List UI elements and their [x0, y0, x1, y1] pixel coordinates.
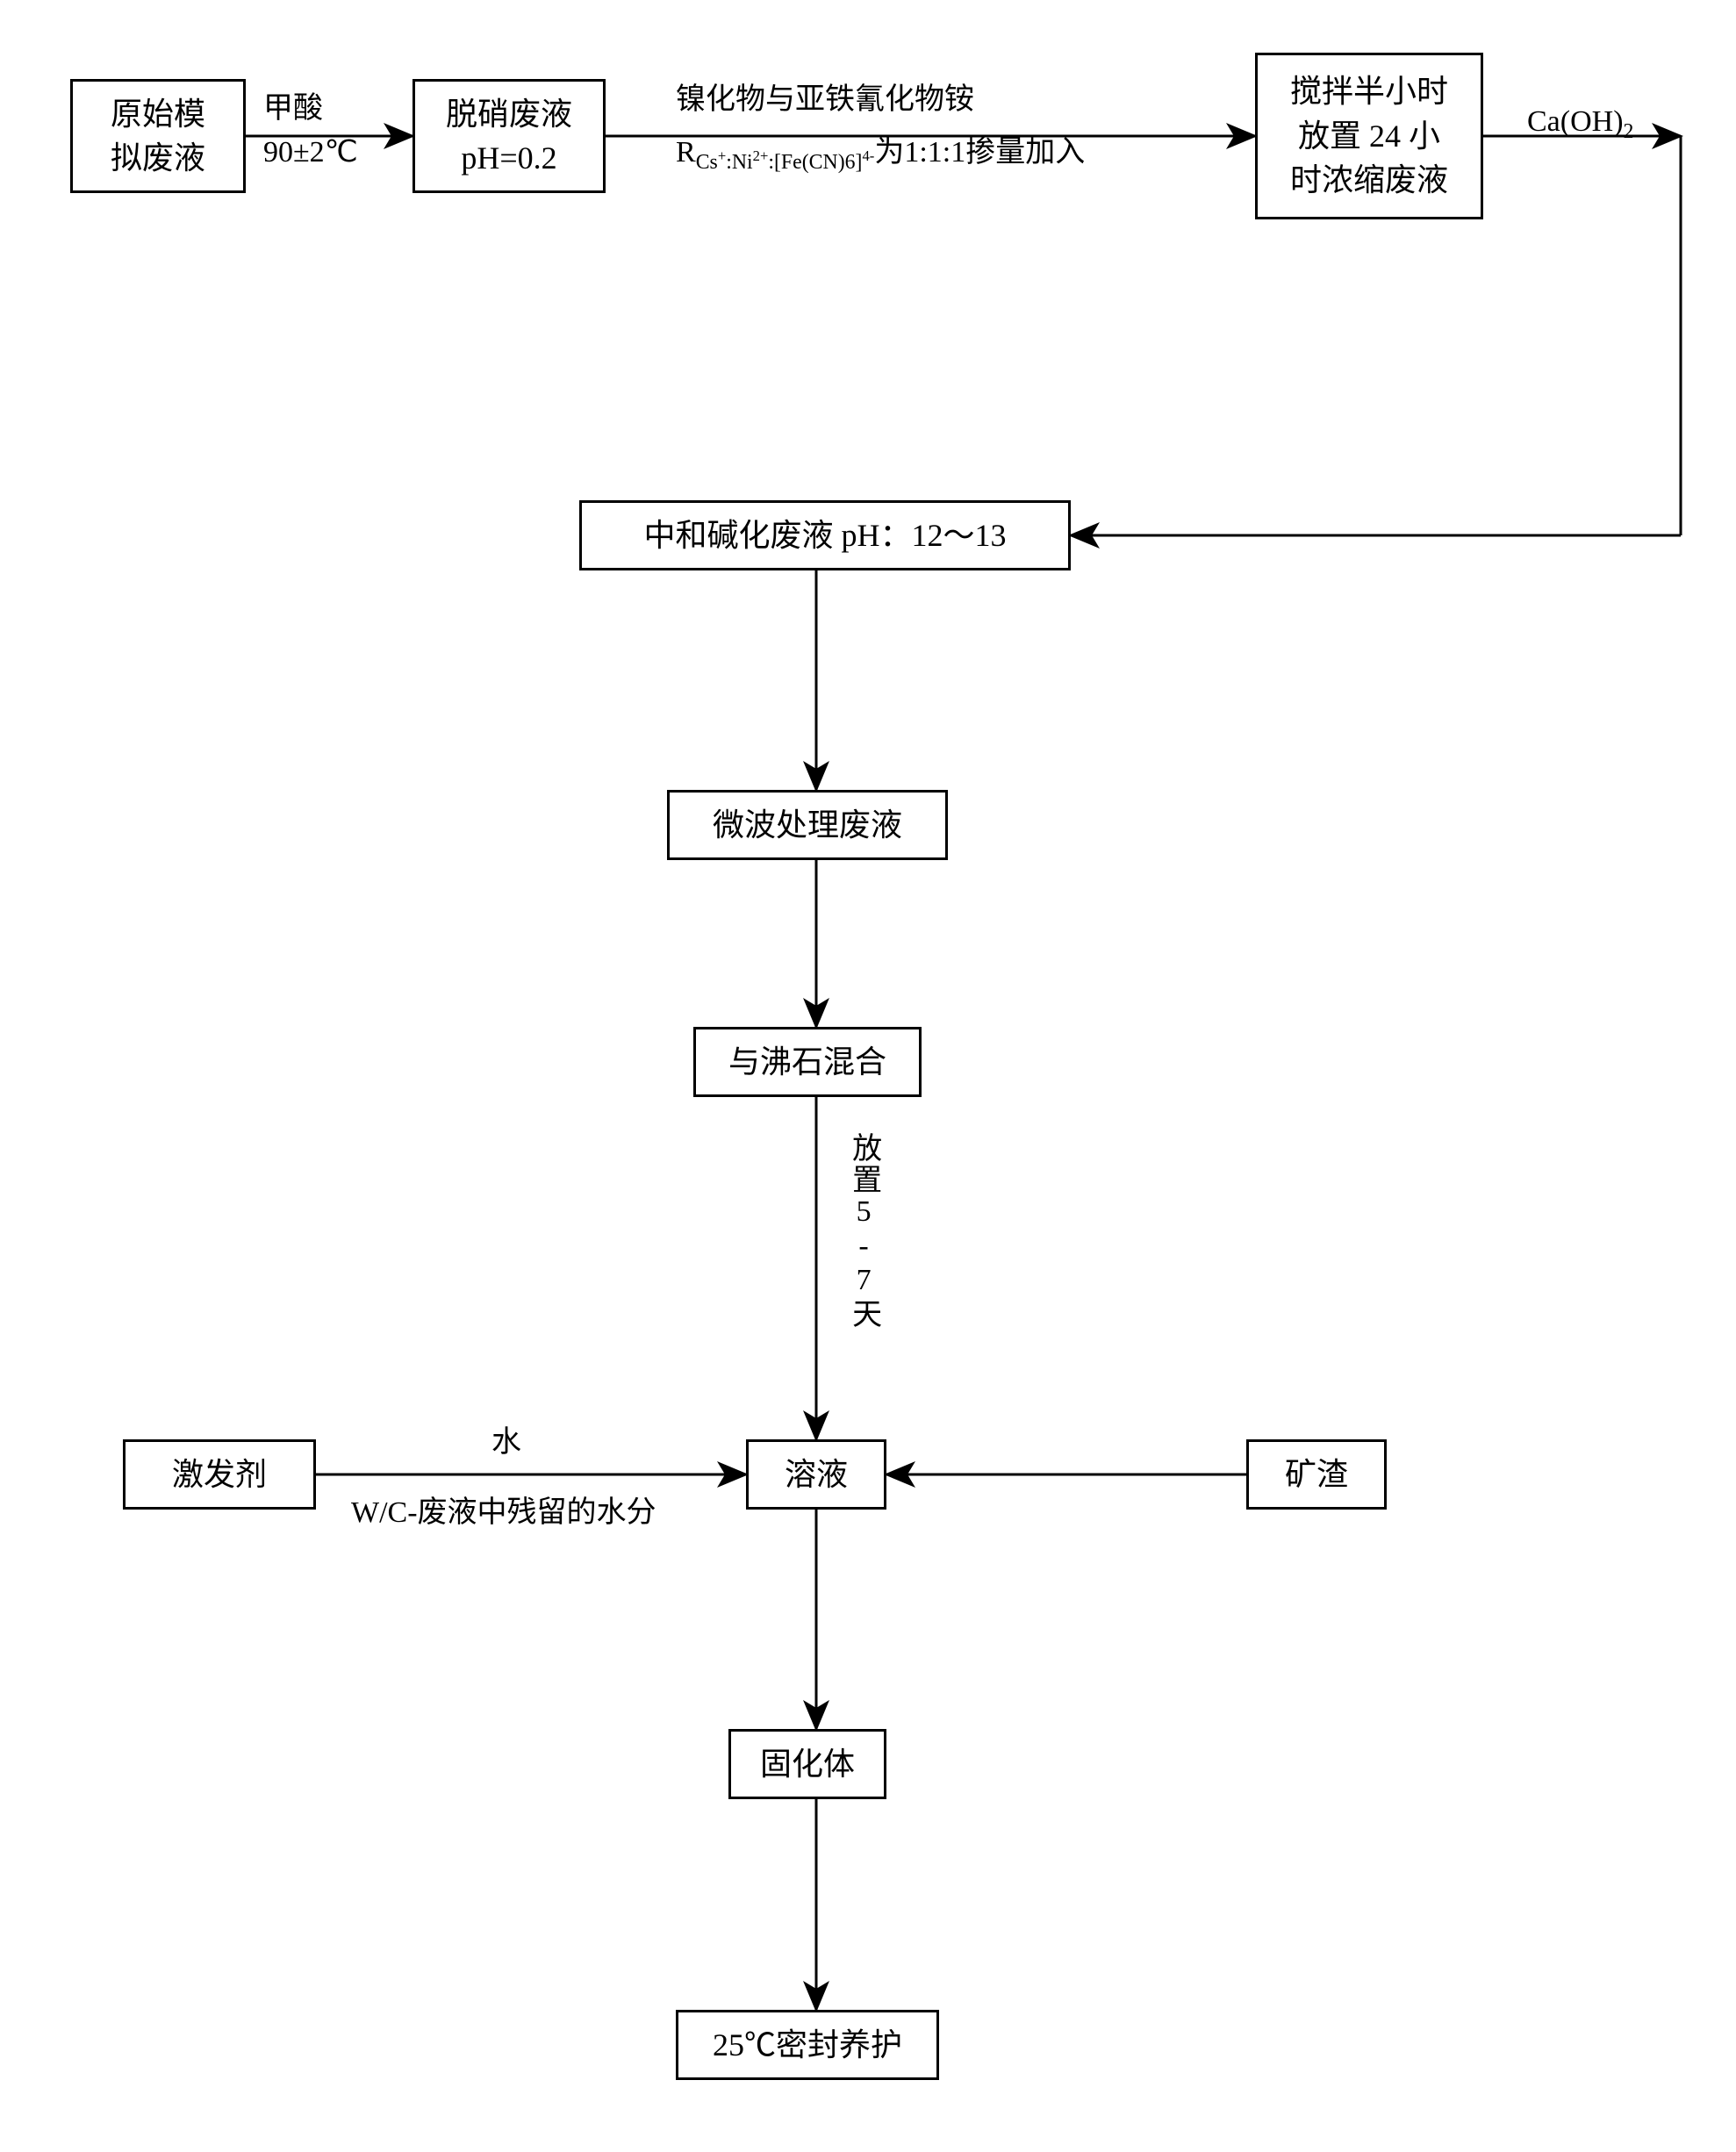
flow-node-n9: 矿渣	[1246, 1439, 1387, 1510]
edge-label-e8_bot: W/C-废液中残留的水分	[351, 1492, 656, 1534]
edge-label-e6v: 放置5-7天	[843, 1132, 885, 1330]
flow-node-n3: 搅拌半小时放置 24 小时浓缩废液	[1255, 53, 1483, 219]
flow-node-n2: 脱硝废液pH=0.2	[412, 79, 606, 193]
flow-node-n5: 微波处理废液	[667, 790, 948, 860]
edge-label-e3_html: Ca(OH)2	[1527, 101, 1633, 147]
flow-node-n1: 原始模拟废液	[70, 79, 246, 193]
flow-node-n7: 溶液	[746, 1439, 886, 1510]
flow-node-n4: 中和碱化废液 pH：12～13	[579, 500, 1071, 570]
flow-node-n8: 激发剂	[123, 1439, 316, 1510]
edge-label-e8_top: 水	[491, 1422, 521, 1464]
edge-label-e1_bot: 90±2℃	[263, 132, 358, 174]
edge-label-e2_top: 镍化物与亚铁氰化物铵	[676, 79, 974, 121]
edge-label-e2_bot_html: RCs+:Ni2+:[Fe(CN)6]4-为1:1:1掺量加入	[676, 132, 1085, 177]
flow-node-n10: 固化体	[728, 1729, 886, 1799]
edge-label-e1_top: 甲酸	[263, 88, 323, 130]
flow-node-n6: 与沸石混合	[693, 1027, 922, 1097]
flow-node-n11: 25℃密封养护	[676, 2010, 939, 2080]
